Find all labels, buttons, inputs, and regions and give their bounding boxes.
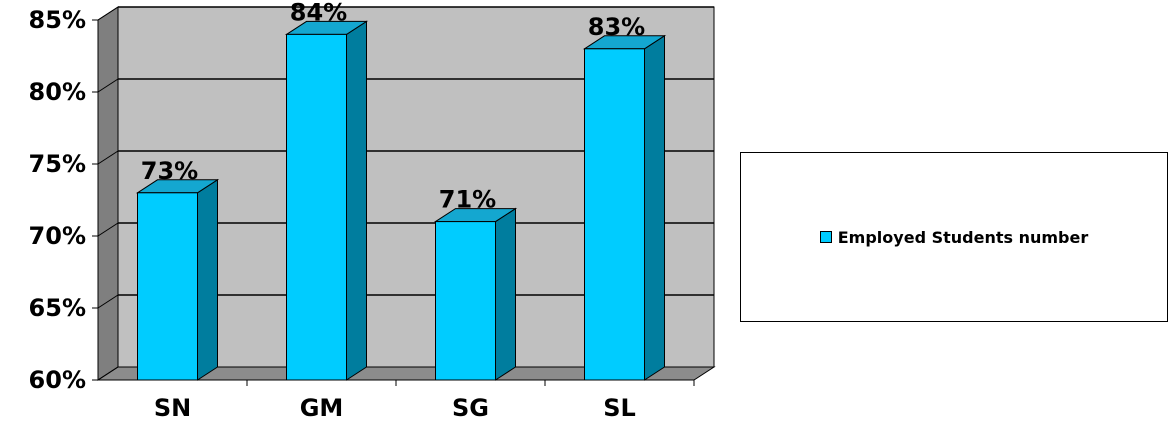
data-label: 84% xyxy=(290,0,347,26)
x-axis-tick-labels: SN GM SG SL xyxy=(154,394,636,422)
bar-front xyxy=(435,221,496,381)
data-label: 83% xyxy=(588,13,645,41)
gridline-side xyxy=(97,294,119,309)
data-label: 73% xyxy=(141,157,198,185)
gridline-side xyxy=(97,366,119,381)
y-tick-label: 70% xyxy=(29,222,86,250)
bar xyxy=(135,178,220,381)
x-tick-label: SG xyxy=(452,394,489,422)
x-tick-label: SL xyxy=(603,394,636,422)
gridline-side xyxy=(97,150,119,165)
x-tick-label: SN xyxy=(154,394,191,422)
bar-front xyxy=(584,48,645,381)
side-wall xyxy=(97,6,119,381)
gridline-side xyxy=(97,78,119,93)
y-tick-label: 75% xyxy=(29,150,86,178)
bar-chart: 60% 65% 70% 75% 80% 85% SN GM SG SL 73% 84% 71% 83% xyxy=(29,0,716,422)
bar-side xyxy=(197,178,218,381)
bar xyxy=(284,20,369,381)
data-label: 71% xyxy=(439,186,496,214)
y-tick-label: 65% xyxy=(29,294,86,322)
x-tick-label: GM xyxy=(300,394,344,422)
legend: Employed Students number xyxy=(740,152,1168,322)
legend-swatch xyxy=(819,231,832,243)
y-tick-label: 80% xyxy=(29,78,86,106)
y-axis-tick-labels: 60% 65% 70% 75% 80% 85% xyxy=(29,6,86,394)
bar-side xyxy=(495,207,516,381)
legend-item: Employed Students number xyxy=(819,227,1089,247)
bar xyxy=(433,207,518,381)
data-labels: 73% 84% 71% 83% xyxy=(141,0,645,214)
bar xyxy=(582,34,667,381)
y-tick-label: 60% xyxy=(29,366,86,394)
bar-side xyxy=(644,34,665,381)
gridline-side xyxy=(97,6,119,21)
legend-label: Employed Students number xyxy=(837,227,1089,247)
bar-side xyxy=(346,20,367,381)
y-tick-label: 85% xyxy=(29,6,86,34)
bar-front xyxy=(286,33,347,381)
bars xyxy=(135,20,667,381)
bar-front xyxy=(137,192,198,381)
gridline-side xyxy=(97,222,119,237)
